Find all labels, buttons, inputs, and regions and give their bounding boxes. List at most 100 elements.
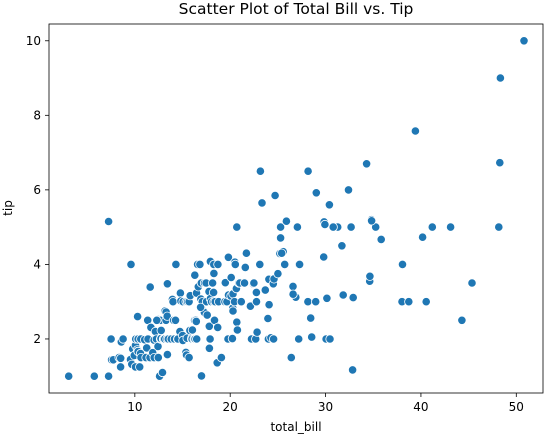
data-point	[170, 315, 181, 325]
x-tick-label: 50	[509, 400, 524, 414]
data-point	[421, 297, 431, 307]
data-point	[89, 371, 99, 381]
x-tick-label: 40	[413, 400, 428, 414]
data-point	[268, 334, 279, 344]
y-axis-label: tip	[1, 200, 15, 216]
data-point	[213, 259, 223, 269]
data-point	[142, 343, 152, 353]
y-tick-label: 10	[26, 34, 41, 48]
data-point	[404, 297, 414, 307]
x-axis-ticks: 10 20 30 40 50	[127, 393, 524, 414]
y-tick-label: 8	[33, 108, 41, 122]
data-point	[322, 293, 332, 303]
data-point	[325, 334, 335, 344]
data-point	[343, 185, 354, 195]
data-point	[227, 333, 237, 344]
data-point	[457, 315, 467, 325]
data-point	[205, 334, 215, 344]
data-point	[346, 222, 356, 232]
data-point	[306, 313, 316, 323]
data-point	[260, 285, 270, 295]
data-point	[319, 252, 329, 262]
data-point	[397, 259, 408, 269]
data-point	[241, 248, 251, 258]
data-point	[162, 279, 172, 289]
data-point	[175, 288, 185, 298]
data-point	[208, 278, 218, 288]
data-point	[494, 222, 504, 232]
data-point	[371, 222, 381, 232]
y-tick-label: 2	[33, 332, 41, 346]
data-point	[348, 292, 358, 303]
data-point	[216, 352, 226, 363]
data-point	[226, 272, 236, 283]
data-point	[192, 334, 202, 344]
data-point	[153, 352, 163, 363]
x-tick-label: 10	[127, 400, 142, 414]
data-point	[361, 159, 372, 169]
data-point	[294, 259, 305, 269]
data-point	[320, 219, 330, 230]
data-point	[255, 259, 265, 269]
data-point	[196, 371, 207, 381]
data-point	[270, 190, 280, 201]
data-point	[162, 311, 172, 321]
data-point	[184, 352, 194, 363]
data-point	[281, 216, 291, 226]
data-points	[64, 36, 529, 381]
data-point	[220, 278, 230, 288]
data-point	[467, 278, 477, 288]
y-tick-label: 6	[33, 183, 41, 197]
data-point	[263, 313, 273, 324]
data-point	[104, 371, 114, 381]
data-point	[288, 281, 298, 291]
data-point	[303, 166, 313, 176]
data-point	[366, 216, 377, 226]
data-point	[133, 311, 143, 322]
data-point	[273, 269, 283, 279]
data-point	[157, 367, 168, 378]
data-point	[145, 282, 155, 292]
data-point	[236, 297, 246, 307]
data-point	[104, 216, 114, 227]
data-point	[196, 302, 206, 312]
data-point	[495, 73, 505, 83]
data-point	[209, 287, 219, 297]
data-point	[171, 259, 181, 269]
data-point	[275, 222, 286, 232]
data-point	[239, 278, 250, 288]
data-point	[135, 362, 145, 372]
data-point	[288, 289, 298, 299]
data-point	[162, 349, 172, 360]
data-point	[232, 325, 242, 335]
data-point	[264, 300, 274, 310]
x-tick-label: 30	[318, 400, 333, 414]
data-point	[202, 310, 212, 320]
data-point	[152, 315, 162, 325]
data-point	[251, 287, 261, 297]
x-tick-label: 20	[223, 400, 238, 414]
data-point	[519, 36, 529, 46]
data-point	[275, 233, 286, 243]
data-point	[280, 259, 290, 269]
data-point	[311, 297, 321, 307]
data-point	[118, 334, 128, 344]
data-point	[106, 334, 116, 344]
data-point	[427, 222, 437, 232]
data-point	[311, 188, 321, 198]
data-point	[64, 371, 74, 381]
data-point	[187, 325, 197, 335]
data-point	[303, 297, 313, 307]
data-point	[445, 222, 456, 232]
y-tick-label: 4	[33, 257, 41, 271]
data-point	[347, 365, 358, 375]
data-point	[255, 166, 265, 176]
data-point	[204, 343, 214, 353]
data-point	[213, 322, 223, 332]
data-point	[116, 362, 126, 372]
data-point	[252, 327, 262, 337]
data-point	[257, 198, 267, 208]
data-point	[365, 271, 375, 281]
data-point	[328, 222, 338, 232]
